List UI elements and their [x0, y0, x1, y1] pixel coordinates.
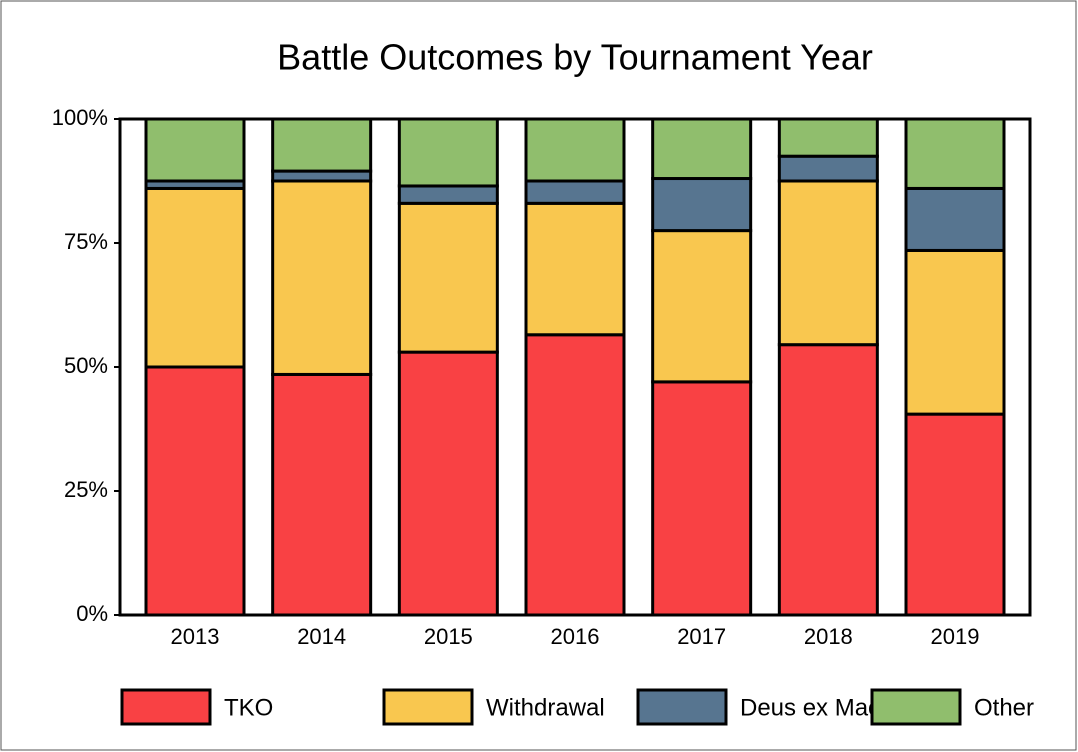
chart-title: Battle Outcomes by Tournament Year: [277, 37, 873, 78]
bar-segment: [777, 179, 879, 347]
bar-segment: [524, 333, 626, 617]
bar-segment: [904, 412, 1006, 617]
bar-segment: [397, 201, 499, 354]
x-tick-label: 2014: [297, 624, 346, 649]
bar-segment: [651, 117, 753, 181]
x-tick-label: 2013: [171, 624, 220, 649]
bar-segment: [271, 117, 373, 173]
bar-segment: [397, 184, 499, 205]
bar-segment: [904, 186, 1006, 252]
legend-label: TKO: [224, 694, 273, 721]
bar-segment: [524, 179, 626, 205]
x-tick-label: 2019: [931, 624, 980, 649]
y-tick-label: 25%: [64, 477, 108, 502]
bar-segment: [524, 117, 626, 183]
y-tick-label: 50%: [64, 353, 108, 378]
x-tick-label: 2015: [424, 624, 473, 649]
bar-segment: [904, 117, 1006, 190]
bar-segment: [777, 154, 879, 183]
bar-segment: [651, 380, 753, 617]
legend-swatch: [382, 688, 474, 726]
legend-label: Withdrawal: [486, 694, 605, 721]
legend-swatch: [870, 688, 962, 726]
y-tick-label: 0%: [76, 601, 108, 626]
bar-segment: [651, 177, 753, 233]
x-tick-label: 2017: [677, 624, 726, 649]
bar-segment: [144, 117, 246, 183]
legend-label: Other: [974, 694, 1034, 721]
bar-segment: [524, 201, 626, 337]
bar-segment: [777, 117, 879, 158]
bar-segment: [397, 117, 499, 188]
bar-segment: [397, 350, 499, 617]
x-tick-label: 2018: [804, 624, 853, 649]
y-tick-label: 100%: [52, 105, 108, 130]
bar-segment: [144, 365, 246, 617]
bar-segment: [904, 248, 1006, 416]
x-tick-label: 2016: [551, 624, 600, 649]
bar-segment: [651, 229, 753, 384]
bar-segment: [271, 372, 373, 617]
legend-swatch: [120, 688, 212, 726]
bar-segment: [144, 186, 246, 369]
y-tick-label: 75%: [64, 229, 108, 254]
plot-border: [118, 117, 1032, 617]
bar-segment: [777, 343, 879, 617]
bar-segment: [271, 179, 373, 376]
legend-swatch: [636, 688, 728, 726]
